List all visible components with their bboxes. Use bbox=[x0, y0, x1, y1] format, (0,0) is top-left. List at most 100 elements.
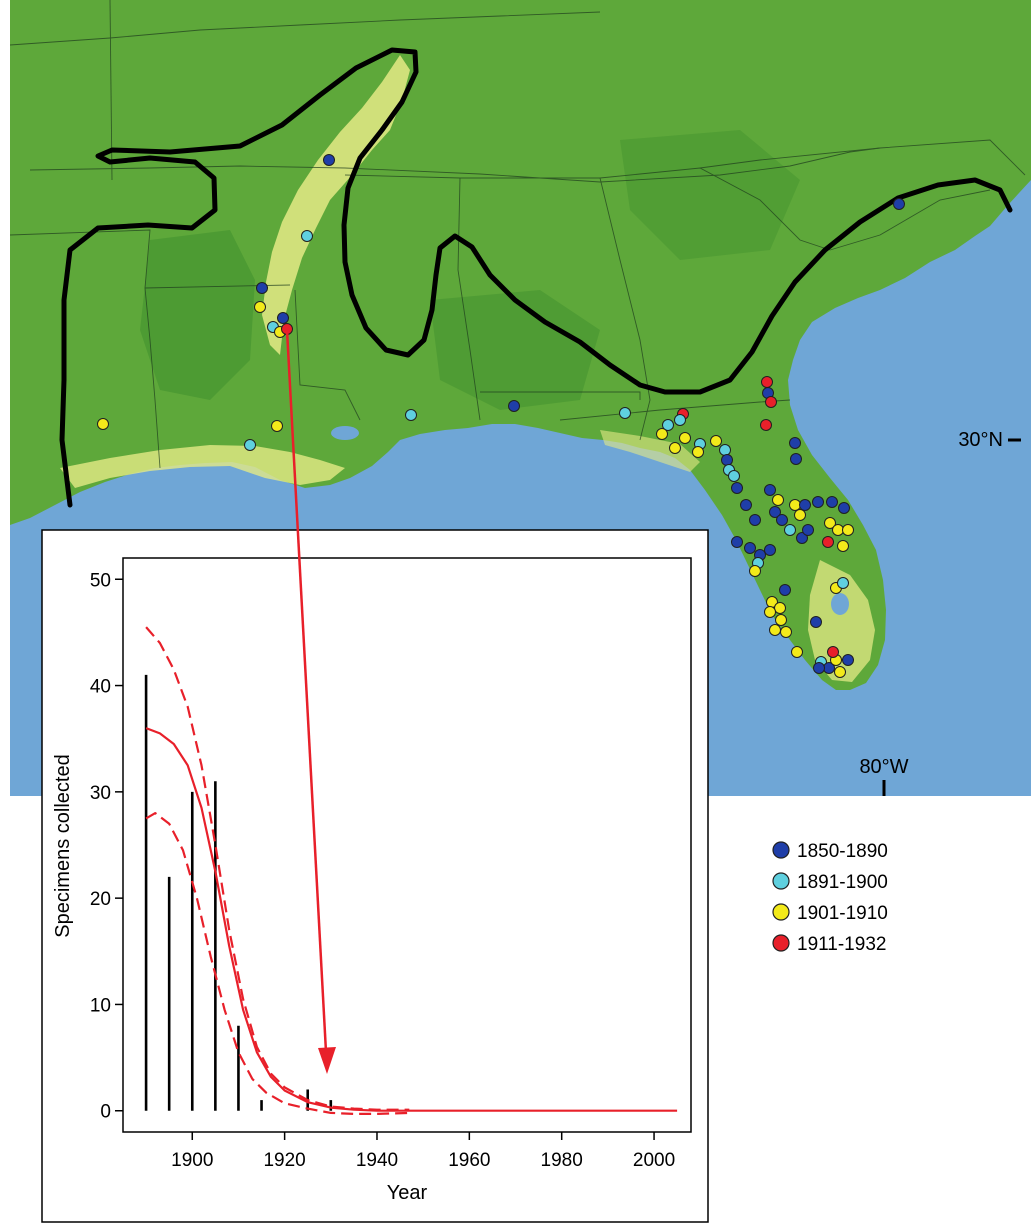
specimen-dot bbox=[842, 524, 854, 536]
specimen-dot bbox=[271, 420, 283, 432]
specimen-dot bbox=[794, 509, 806, 521]
lat-label: 30°N bbox=[958, 429, 1003, 451]
legend: 1850-1890 1891-1900 1901-1910 1911-1932 bbox=[772, 841, 888, 955]
specimen-dot bbox=[277, 312, 289, 324]
specimen-dot bbox=[838, 502, 850, 514]
map-lowland-coast-west bbox=[60, 445, 345, 488]
specimen-dot bbox=[508, 400, 520, 412]
longitude-marker: 80°W bbox=[859, 756, 909, 796]
specimen-chart: 1900 1920 1940 1960 1980 2000 0 10 20 30 40 50 Year… bbox=[41, 529, 709, 1223]
specimen-dot bbox=[824, 517, 836, 529]
specimen-dot bbox=[842, 654, 854, 666]
map-lowland-valley bbox=[262, 55, 410, 355]
specimen-dot bbox=[832, 524, 844, 536]
specimen-dot bbox=[775, 614, 787, 626]
map-forest-patch-3 bbox=[620, 130, 800, 260]
x-tick-label: 1900 bbox=[171, 1150, 213, 1171]
fitted-curve bbox=[145, 727, 678, 1112]
specimen-dot bbox=[810, 616, 822, 628]
y-axis-label: Specimens collected bbox=[52, 754, 74, 937]
specimen-dot bbox=[669, 442, 681, 454]
specimen-dot bbox=[826, 496, 838, 508]
lon-label: 80°W bbox=[859, 756, 908, 778]
specimen-dot bbox=[813, 662, 825, 674]
latitude-marker: 30°N bbox=[958, 429, 1021, 451]
specimen-dot bbox=[744, 542, 756, 554]
legend-label: 1850-1890 bbox=[797, 841, 888, 862]
specimen-dot bbox=[728, 470, 740, 482]
chart-ticks: 1900 1920 1940 1960 1980 2000 0 10 20 30 40 50 bbox=[90, 570, 675, 1171]
legend-swatch bbox=[772, 872, 790, 890]
specimen-dot bbox=[662, 419, 674, 431]
chart-panel bbox=[41, 529, 709, 1223]
specimen-dot bbox=[301, 230, 313, 242]
x-tick-label: 1920 bbox=[263, 1150, 305, 1171]
legend-swatch bbox=[772, 841, 790, 859]
specimen-dot bbox=[721, 454, 733, 466]
confidence-curve bbox=[145, 812, 410, 1115]
specimen-dot bbox=[779, 584, 791, 596]
specimen-dot bbox=[256, 282, 268, 294]
specimen-dot bbox=[731, 536, 743, 548]
plot-frame bbox=[122, 557, 692, 1133]
specimen-dot bbox=[791, 646, 803, 658]
specimen-dot bbox=[774, 602, 786, 614]
specimen-dot bbox=[740, 499, 752, 511]
specimen-dot bbox=[764, 544, 776, 556]
specimen-dot bbox=[769, 624, 781, 636]
specimen-dot bbox=[812, 496, 824, 508]
specimen-dot bbox=[893, 198, 905, 210]
y-tick-label: 20 bbox=[90, 889, 111, 910]
specimen-dot bbox=[97, 418, 109, 430]
specimen-dot bbox=[776, 514, 788, 526]
legend-swatch bbox=[772, 903, 790, 921]
specimen-dot bbox=[765, 396, 777, 408]
specimen-dot bbox=[802, 524, 814, 536]
y-tick-label: 50 bbox=[90, 570, 111, 591]
x-tick-label: 1980 bbox=[541, 1150, 583, 1171]
map-forest-patch-2 bbox=[430, 290, 600, 410]
specimen-dot bbox=[764, 484, 776, 496]
legend-label: 1901-1910 bbox=[797, 903, 888, 924]
pointer-arrow bbox=[285, 329, 336, 1074]
map-lowland-florida bbox=[808, 560, 875, 682]
specimen-dot bbox=[827, 646, 839, 658]
specimen-dot bbox=[822, 536, 834, 548]
specimen-dot bbox=[323, 154, 335, 166]
specimen-dot bbox=[799, 499, 811, 511]
map-lake-okeechobee bbox=[831, 593, 849, 615]
specimen-dot bbox=[761, 376, 773, 388]
specimen-dot bbox=[405, 409, 417, 421]
specimen-dot bbox=[749, 565, 761, 577]
map-lowland-panhandle bbox=[600, 430, 700, 472]
specimen-dot bbox=[710, 435, 722, 447]
specimen-dot bbox=[749, 514, 761, 526]
specimen-dot bbox=[244, 439, 256, 451]
x-tick-label: 1960 bbox=[448, 1150, 490, 1171]
chart-bars bbox=[144, 674, 333, 1111]
y-tick-label: 10 bbox=[90, 995, 111, 1016]
specimen-dot bbox=[679, 432, 691, 444]
y-tick-label: 0 bbox=[100, 1102, 111, 1123]
pointer-arrow-line bbox=[285, 329, 328, 1053]
specimen-dot bbox=[780, 626, 792, 638]
map-forest-patch-1 bbox=[140, 230, 255, 400]
specimen-dot bbox=[837, 540, 849, 552]
specimen-dot bbox=[760, 419, 772, 431]
y-tick-label: 40 bbox=[90, 677, 111, 698]
specimen-dot bbox=[764, 606, 776, 618]
specimen-dot bbox=[789, 437, 801, 449]
specimen-dot bbox=[834, 666, 846, 678]
x-tick-label: 1940 bbox=[356, 1150, 398, 1171]
specimen-dot bbox=[789, 499, 801, 511]
specimen-dots bbox=[97, 154, 905, 678]
range-outline bbox=[59, 47, 1013, 508]
specimen-dot bbox=[254, 301, 266, 313]
map-lake-pontchartrain bbox=[331, 426, 359, 440]
y-tick-label: 30 bbox=[90, 783, 111, 804]
specimen-dot bbox=[719, 444, 731, 456]
legend-label: 1911-1932 bbox=[797, 934, 886, 955]
x-axis-label: Year bbox=[387, 1182, 428, 1204]
specimen-dot bbox=[674, 414, 686, 426]
